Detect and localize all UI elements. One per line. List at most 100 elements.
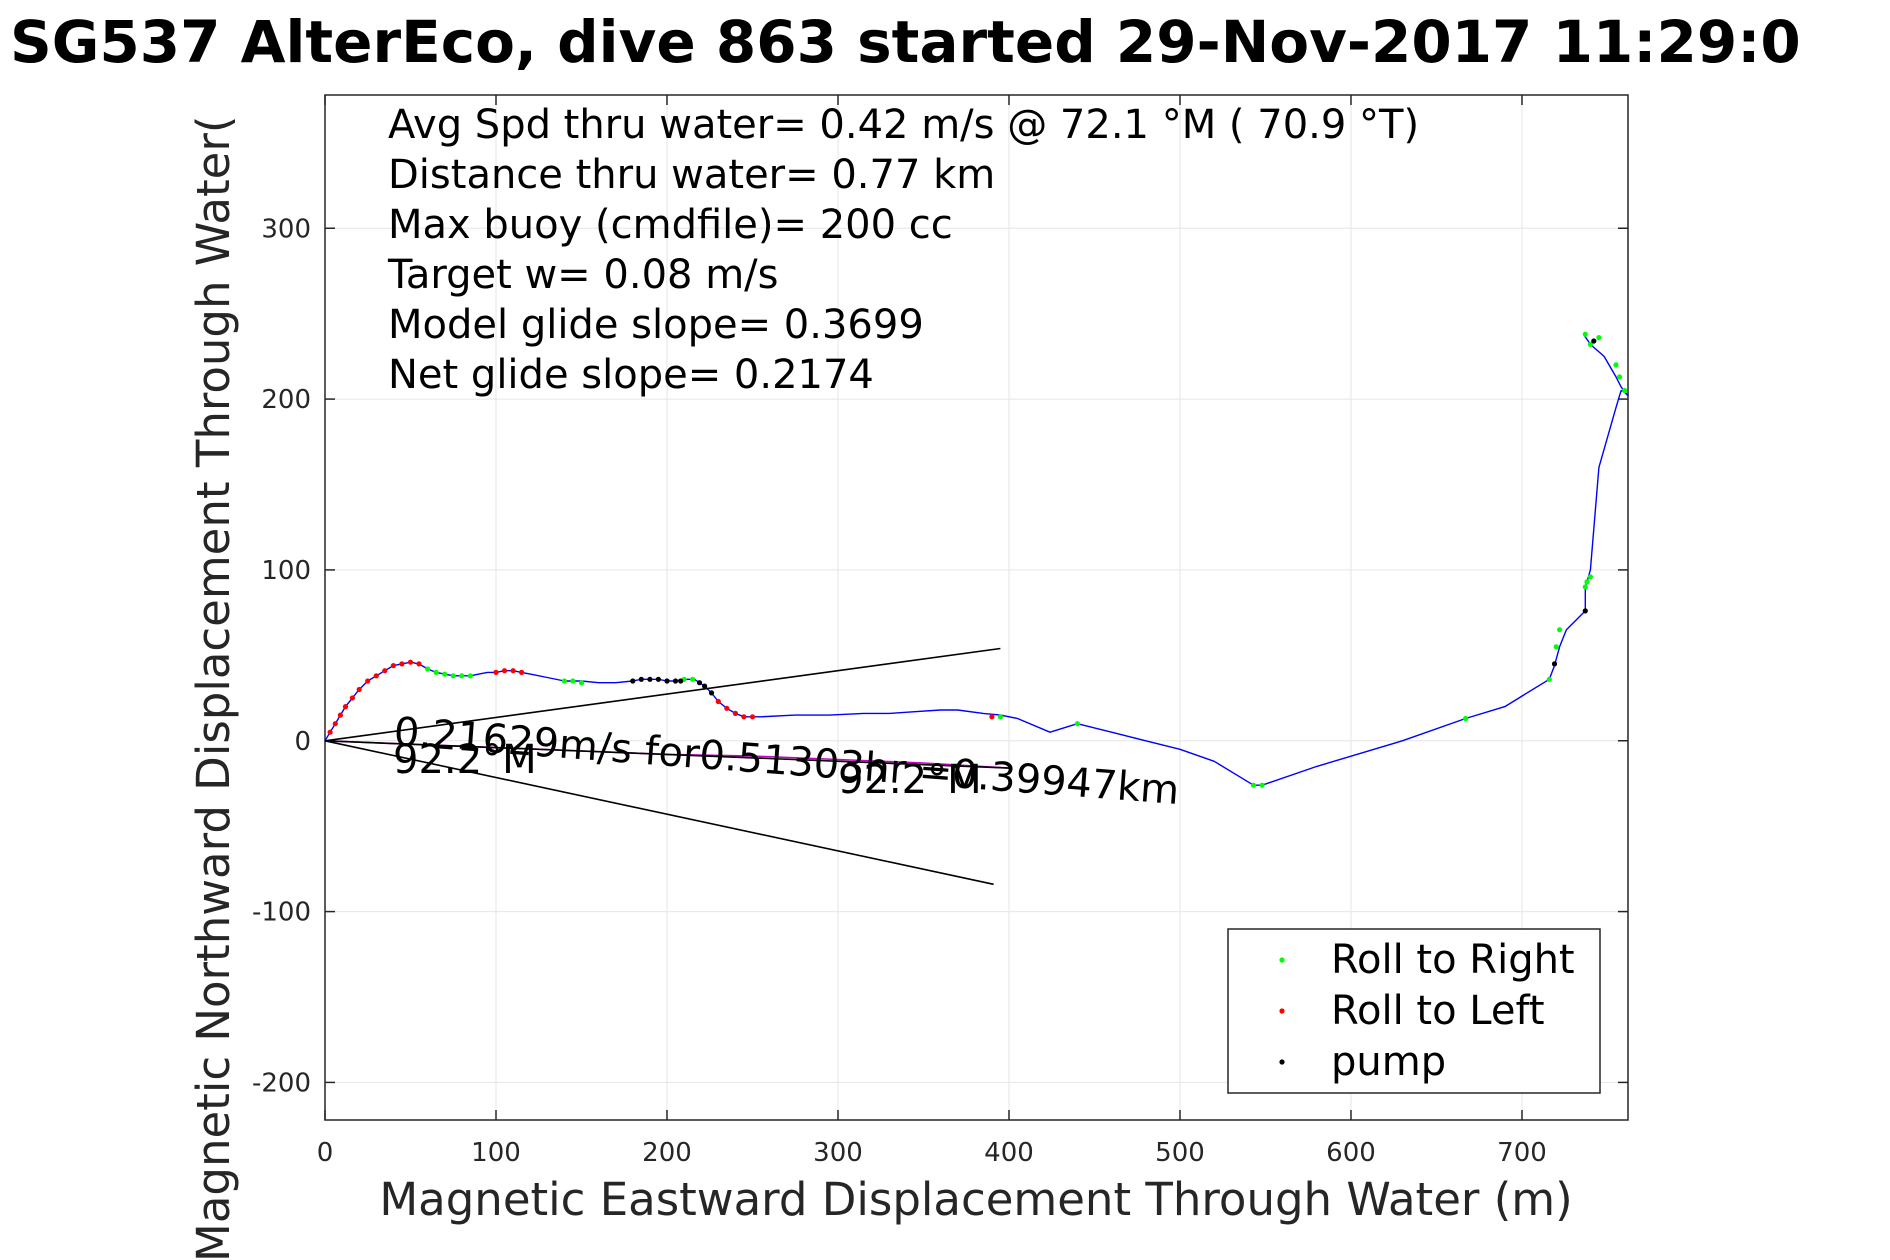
series-line-heading-line <box>324 740 1010 769</box>
point-roll-to-right <box>1584 579 1590 585</box>
point-roll-to-left <box>715 698 721 705</box>
legend-label-roll-right: Roll to Right <box>1331 937 1575 983</box>
point-roll-to-left <box>327 729 333 735</box>
x-tick-label: 200 <box>642 1138 692 1168</box>
point-roll-to-left <box>382 668 388 674</box>
point-pump <box>702 683 708 689</box>
stats-box: Avg Spd thru water= 0.42 m/s @ 72.1 °M (… <box>387 102 1419 398</box>
point-roll-to-right <box>1587 341 1593 347</box>
chart-points <box>327 331 1628 788</box>
point-roll-to-right <box>1582 331 1588 337</box>
y-axis-label: Magnetic Northward Displacement Through … <box>187 116 240 1260</box>
ticks: 0 100 200 300 400 500 600 700 -200 -100 0 100 200 300 <box>252 95 1628 1168</box>
point-roll-to-right <box>450 673 456 679</box>
x-tick-label: 400 <box>984 1138 1034 1168</box>
series-line-glide-cone-lower <box>324 740 994 886</box>
point-roll-to-left <box>356 686 362 693</box>
point-pump <box>630 678 636 684</box>
legend-box <box>1227 928 1601 1094</box>
point-pump <box>1591 338 1597 344</box>
legend: Roll to Right Roll to Left pump <box>1227 928 1601 1094</box>
x-tick-label: 700 <box>1497 1138 1547 1168</box>
stat-line: Avg Spd thru water= 0.42 m/s @ 72.1 °M (… <box>388 102 1419 148</box>
point-roll-to-right <box>1613 362 1619 368</box>
x-tick-label: 0 <box>317 1138 334 1168</box>
point-roll-to-right <box>442 671 448 677</box>
point-pump <box>672 678 679 684</box>
point-roll-to-right <box>570 678 576 684</box>
y-tick-label: 300 <box>261 214 311 244</box>
stat-line: Max buoy (cmdfile)= 200 cc <box>388 202 953 248</box>
point-roll-to-left <box>732 710 739 717</box>
point-roll-to-right <box>433 669 439 676</box>
point-roll-to-left <box>519 669 525 676</box>
point-pump <box>655 676 662 682</box>
y-tick-label: 200 <box>261 385 311 415</box>
point-pump <box>638 676 644 682</box>
point-pump <box>647 676 653 682</box>
stat-line: Distance thru water= 0.77 km <box>388 152 995 198</box>
point-roll-to-right <box>459 673 465 679</box>
point-roll-to-right <box>1622 387 1628 394</box>
point-pump <box>696 680 703 686</box>
point-pump <box>1582 608 1588 614</box>
point-roll-to-right <box>1557 627 1563 633</box>
point-roll-to-left <box>342 704 349 710</box>
point-roll-to-right <box>467 673 473 679</box>
plot-frame <box>324 94 1629 1121</box>
chart-title: SG537 AlterEco, dive 863 started 29-Nov-… <box>10 8 1801 76</box>
point-roll-to-left <box>337 712 343 718</box>
point-roll-to-left <box>749 714 756 720</box>
point-roll-to-left <box>349 695 355 701</box>
x-tick-label: 300 <box>813 1138 863 1168</box>
x-tick-label: 600 <box>1326 1138 1376 1168</box>
point-roll-to-right <box>1259 782 1265 788</box>
legend-marker-roll-left <box>1279 1008 1285 1014</box>
legend-label-roll-left: Roll to Left <box>1331 988 1545 1034</box>
y-tick-label: 100 <box>261 556 311 586</box>
heading-label-left: 92.2°M <box>393 737 537 783</box>
x-tick-label: 500 <box>1155 1138 1205 1168</box>
point-roll-to-right <box>690 676 696 682</box>
y-tick-label: -100 <box>252 898 311 928</box>
point-pump <box>708 690 715 696</box>
y-tick-label: -200 <box>252 1068 311 1098</box>
stat-line: Target w= 0.08 m/s <box>387 252 778 298</box>
point-pump <box>1551 661 1558 667</box>
point-roll-to-right <box>1553 644 1559 650</box>
point-roll-to-left <box>416 661 422 667</box>
stat-line: Model glide slope= 0.3699 <box>388 302 924 348</box>
point-roll-to-left <box>741 714 747 720</box>
point-roll-to-right <box>578 680 585 686</box>
point-pump <box>664 678 670 684</box>
y-tick-label: 0 <box>294 727 311 757</box>
point-roll-to-left <box>724 705 730 711</box>
point-roll-to-left <box>373 673 379 679</box>
point-roll-to-right <box>997 714 1004 720</box>
point-roll-to-right <box>1596 335 1602 341</box>
point-roll-to-right <box>1250 782 1257 788</box>
point-roll-to-left <box>365 678 371 684</box>
point-roll-to-right <box>1582 584 1588 590</box>
point-roll-to-left <box>510 668 516 674</box>
point-roll-to-right <box>1587 574 1593 580</box>
point-roll-to-left <box>399 661 405 667</box>
legend-marker-roll-right <box>1279 957 1285 963</box>
point-roll-to-right <box>1546 676 1552 682</box>
point-roll-to-left <box>407 659 414 665</box>
point-roll-to-right <box>1074 721 1080 727</box>
point-roll-to-left <box>501 668 508 674</box>
point-roll-to-left <box>989 714 995 720</box>
point-pump <box>678 678 684 684</box>
point-roll-to-left <box>493 669 499 676</box>
point-roll-to-right <box>425 666 431 672</box>
point-roll-to-left <box>390 663 396 669</box>
legend-label-pump: pump <box>1331 1039 1446 1085</box>
stat-line: Net glide slope= 0.2174 <box>388 352 874 398</box>
point-roll-to-right <box>1616 374 1623 380</box>
x-axis-label: Magnetic Eastward Displacement Through W… <box>379 1173 1572 1226</box>
point-roll-to-left <box>332 721 338 727</box>
heading-label-right: 92.2°M <box>838 757 982 803</box>
series-line-glide-cone-upper <box>324 647 1001 742</box>
